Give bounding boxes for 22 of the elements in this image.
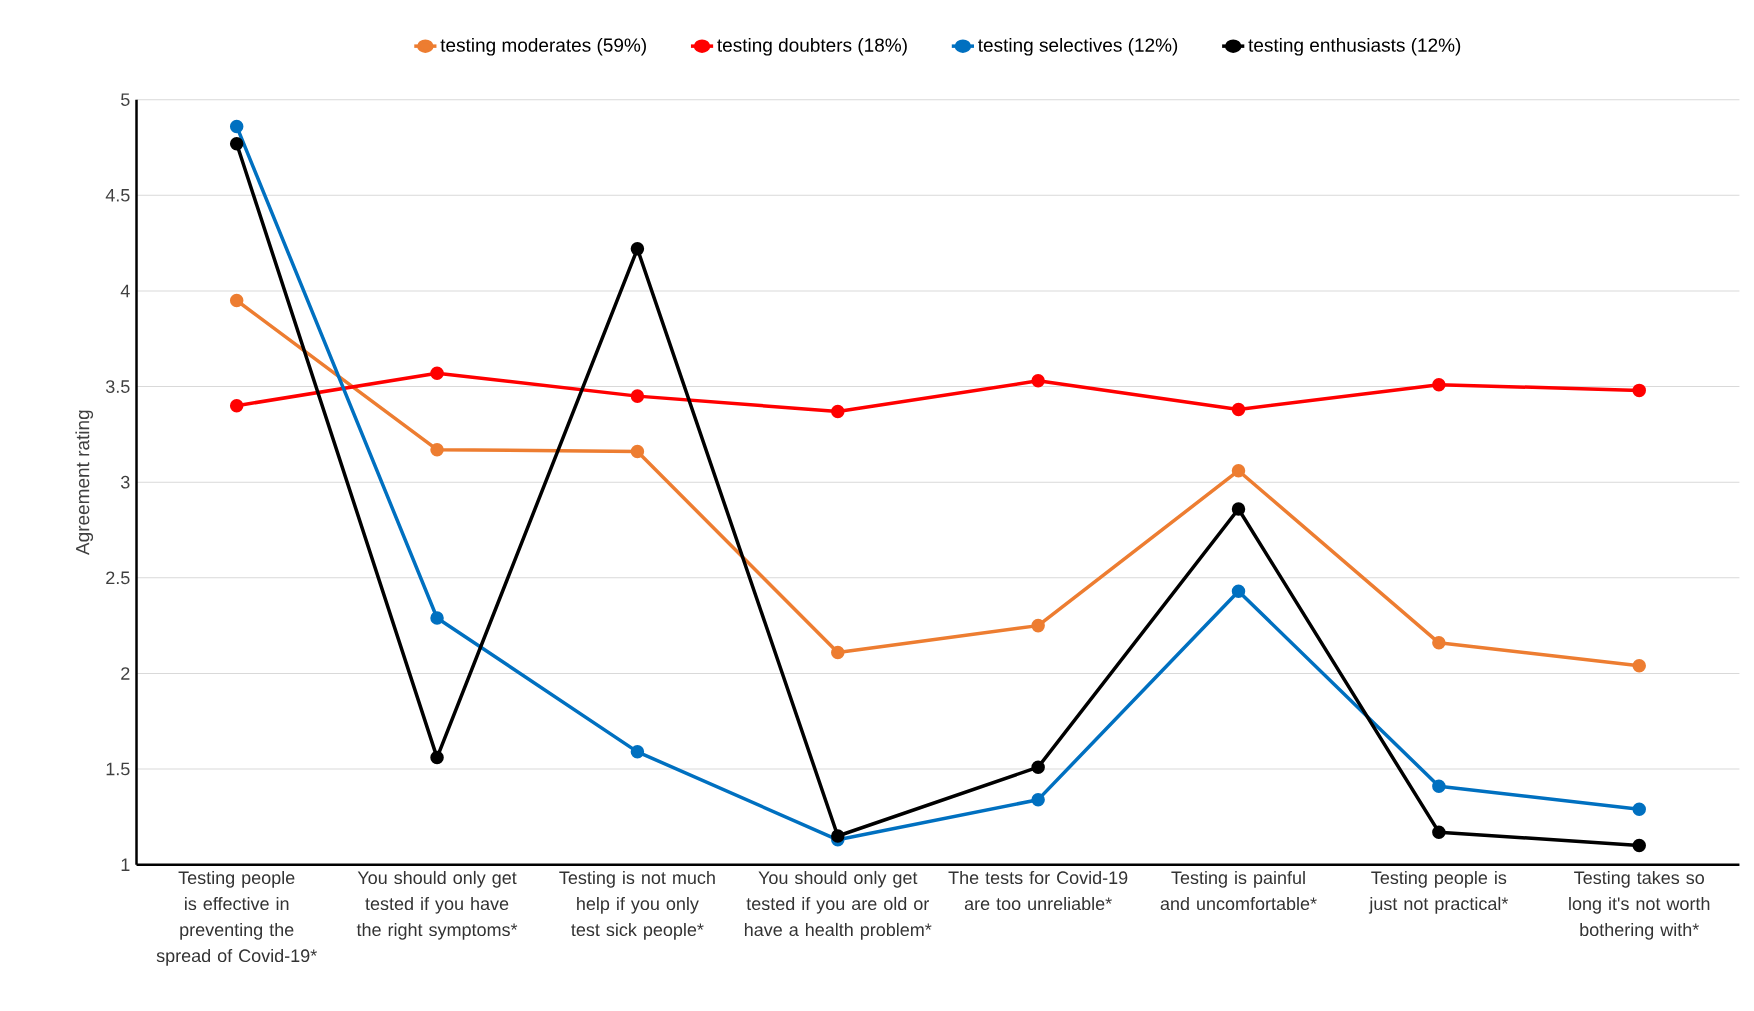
x-tick-label: Testing takes so long it's not worth bothering with* [1569, 870, 1710, 940]
x-tick-label: You should only get tested if you are old or have a health problem* [744, 870, 932, 940]
legend-label: testing moderates (59%) [440, 37, 646, 56]
x-tick-label: You should only get tested if you have the right symptoms* [356, 870, 518, 940]
legend-label: testing doubters (18%) [717, 37, 907, 56]
y-tick-label: 4 [120, 284, 130, 298]
legend-label: testing selectives (12%) [978, 37, 1178, 56]
y-tick-label: 1 [121, 858, 130, 871]
y-tick-label: 1.5 [106, 762, 130, 776]
x-tick-label: Testing is not much help if you only test sick people* [559, 870, 715, 940]
y-tick-label: 2.5 [106, 571, 130, 585]
y-axis-title: Agreement rating [75, 410, 94, 556]
x-tick-label: The tests for Covid-19 are too unreliable* [948, 870, 1128, 911]
x-tick-label: Testing is painful and uncomfortable* [1160, 870, 1317, 911]
x-tick-label: Testing people is effective in preventing the spread of Covid-19* [156, 870, 317, 966]
y-tick-label: 5 [121, 93, 130, 106]
y-tick-label: 2 [121, 667, 130, 680]
y-tick-label: 3.5 [105, 380, 130, 393]
y-tick-label: 4.5 [105, 189, 130, 202]
legend-label: testing enthusiasts (12%) [1248, 37, 1461, 56]
x-tick-label: Testing people is just not practical* [1368, 870, 1509, 914]
y-tick-label: 3 [120, 475, 130, 489]
